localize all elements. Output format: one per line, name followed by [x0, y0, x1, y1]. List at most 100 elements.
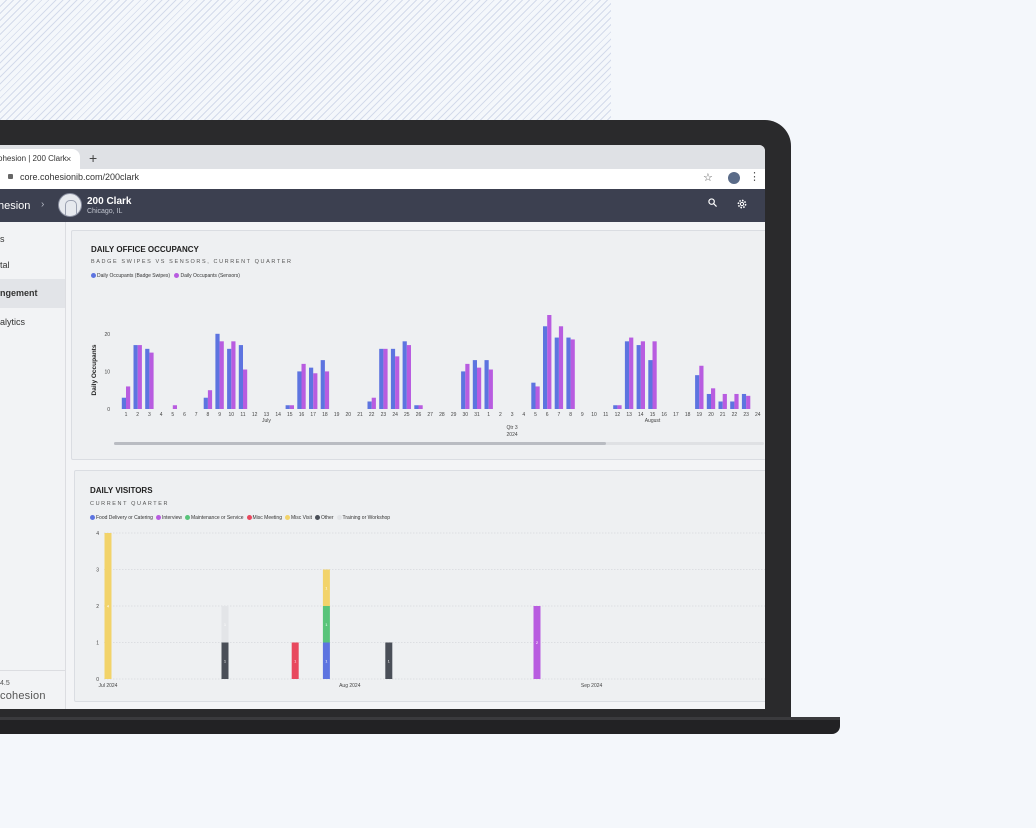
- gear-icon[interactable]: [736, 198, 748, 210]
- sidebar-item-1[interactable]: tal: [0, 260, 10, 270]
- x-tick-label: 30: [463, 412, 469, 418]
- bar-badge-swipes: [741, 393, 747, 409]
- bar-sensors: [699, 365, 704, 409]
- legend-item[interactable]: Maintenance or Service: [184, 515, 244, 521]
- bar-badge-swipes: [461, 371, 466, 409]
- legend-label: Misc Meeting: [252, 515, 282, 521]
- legend-swatch: [315, 515, 320, 521]
- bar-sensors: [640, 341, 645, 409]
- legend-item[interactable]: Interview: [155, 515, 182, 521]
- sidebar-item-2-active[interactable]: ngement: [0, 279, 65, 308]
- bar-badge-swipes: [531, 382, 536, 409]
- bar-badge-swipes: [227, 348, 232, 409]
- legend-item[interactable]: Training or Workshop: [336, 515, 391, 521]
- x-tick-label: 23: [381, 412, 387, 418]
- url-text[interactable]: core.cohesionib.com/200clark: [20, 172, 140, 182]
- legend-item[interactable]: Misc Meeting: [246, 515, 282, 521]
- bar-badge-swipes: [566, 337, 571, 409]
- profile-avatar[interactable]: [728, 172, 740, 184]
- legend-label: Training or Workshop: [342, 515, 391, 521]
- bar-badge-swipes: [402, 341, 407, 409]
- y-tick-label: 4: [96, 531, 99, 537]
- legend-swatch: [90, 515, 95, 521]
- bar-sensors: [172, 405, 177, 409]
- bar-sensors: [477, 367, 482, 409]
- browser-menu-icon[interactable]: ⋮: [749, 171, 760, 183]
- occupancy-card: DAILY OFFICE OCCUPANCY BADGE SWIPES VS S…: [71, 230, 765, 460]
- x-tick-label: 13: [626, 412, 632, 418]
- bar-badge-swipes: [238, 345, 243, 409]
- segment-value-label: 4: [107, 604, 110, 609]
- bar-badge-swipes: [730, 401, 735, 409]
- x-tick-label: 20: [346, 412, 352, 418]
- y-tick-label: 2: [96, 604, 99, 610]
- legend-label: Other: [321, 515, 334, 521]
- bar-badge-swipes: [706, 393, 711, 409]
- y-tick-label: 20: [104, 332, 110, 338]
- search-icon[interactable]: [708, 198, 717, 207]
- legend-item-badge[interactable]: Daily Occupants (Badge Swipes): [91, 273, 170, 279]
- bar-badge-swipes: [297, 371, 302, 409]
- new-tab-button[interactable]: +: [89, 150, 98, 166]
- x-tick-label: 4: [160, 412, 163, 418]
- chart-scrollbar-thumb[interactable]: [114, 442, 606, 445]
- visitors-subtitle: CURRENT QUARTER: [90, 501, 170, 507]
- sidebar-item-3[interactable]: alytics: [0, 317, 26, 327]
- x-tick-label: 2: [499, 412, 502, 418]
- x-tick-label: 31: [474, 412, 480, 418]
- x-tick-label: 24: [392, 412, 398, 418]
- x-tick-label: 7: [195, 412, 198, 418]
- bar-sensors: [535, 386, 540, 409]
- bar-sensors: [570, 339, 575, 409]
- legend-label: Food Delivery or Catering: [96, 515, 153, 521]
- bar-sensors: [289, 405, 294, 409]
- x-tick-label: 11: [603, 412, 608, 418]
- brand-name[interactable]: hesion: [0, 200, 31, 212]
- legend-label: Interview: [161, 515, 182, 521]
- footer-logo: cohesion: [0, 690, 46, 702]
- segment-value-label: 1: [224, 622, 227, 627]
- y-tick-label: 10: [104, 369, 110, 375]
- x-tick-label: 9: [218, 412, 221, 418]
- x-tick-label: 23: [743, 412, 749, 418]
- legend-item[interactable]: Misc Visit: [284, 515, 312, 521]
- bar-badge-swipes: [309, 367, 314, 409]
- segment-value-label: 1: [294, 658, 297, 663]
- address-bar[interactable]: core.cohesionib.com/200clark ☆ ⋮: [0, 169, 765, 190]
- legend-swatch: [155, 515, 161, 521]
- bar-sensors: [652, 341, 657, 409]
- legend-item-sensors[interactable]: Daily Occupants (Sensors): [174, 273, 240, 279]
- building-city: Chicago, IL: [87, 208, 123, 215]
- bookmark-star-icon[interactable]: ☆: [703, 172, 713, 184]
- bar-badge-swipes: [203, 397, 208, 409]
- sidebar-item-0[interactable]: s: [0, 234, 5, 244]
- legend-swatch: [284, 515, 290, 521]
- visitors-card: DAILY VISITORS CURRENT QUARTER Food Deli…: [74, 470, 765, 702]
- visitors-title: DAILY VISITORS: [90, 486, 153, 495]
- x-tick-label: 29: [451, 412, 457, 418]
- x-tick-label: 17: [310, 412, 316, 418]
- legend-item[interactable]: Food Delivery or Catering: [90, 515, 153, 521]
- bar-sensors: [488, 369, 493, 409]
- legend-item[interactable]: Other: [315, 515, 334, 521]
- bar-badge-swipes: [145, 348, 150, 409]
- building-avatar[interactable]: [58, 193, 82, 217]
- building-name[interactable]: 200 Clark: [87, 196, 132, 207]
- x-tick-label: 24: [755, 412, 761, 418]
- bar-badge-swipes: [624, 341, 630, 409]
- x-tick-label: 1: [487, 412, 490, 418]
- x-tick-label: 27: [427, 412, 433, 418]
- bar-sensors: [629, 337, 634, 409]
- x-tick-label: 19: [334, 412, 340, 418]
- bar-sensors: [711, 388, 716, 409]
- close-tab-icon[interactable]: ×: [66, 154, 72, 164]
- bar-badge-swipes: [285, 405, 290, 409]
- bar-sensors: [558, 326, 564, 409]
- browser-tab[interactable]: ohesion | 200 Clark ×: [0, 149, 80, 169]
- legend-swatch: [174, 273, 180, 279]
- x-tick-label: 12: [615, 412, 621, 418]
- y-tick-label: 3: [96, 568, 99, 574]
- bar-sensors: [301, 363, 306, 409]
- legend-label: Daily Occupants (Sensors): [180, 273, 240, 279]
- segment-value-label: 1: [325, 622, 328, 627]
